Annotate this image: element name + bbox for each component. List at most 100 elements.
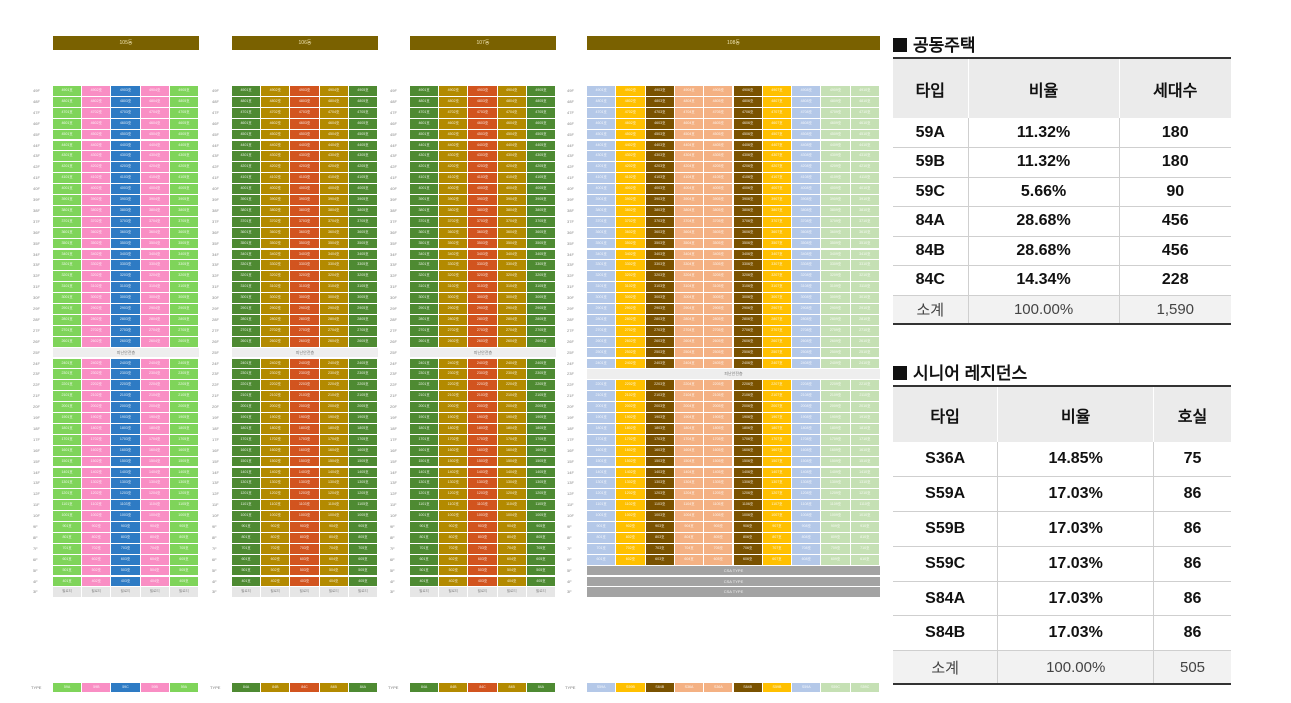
unit-cell: 4501호 bbox=[53, 129, 82, 140]
unit-cell: 2805호 bbox=[526, 314, 555, 325]
unit-cell: 4109호 bbox=[821, 173, 850, 184]
unit-cell: 502호 bbox=[439, 565, 468, 576]
unit-cell: 1405호 bbox=[704, 467, 733, 478]
unit-cell: 1705호 bbox=[526, 434, 555, 445]
unit-cell: 3110호 bbox=[850, 282, 879, 293]
unit-cell: 3907호 bbox=[762, 195, 792, 205]
unit-cell: 4004호 bbox=[497, 184, 526, 194]
unit-cell: 501호 bbox=[53, 565, 82, 576]
unit-cell: 2405호 bbox=[526, 358, 555, 369]
unit-cell: 1004호 bbox=[319, 511, 348, 521]
unit-cell: 2701호 bbox=[53, 325, 82, 336]
unit-cell: 4005호 bbox=[704, 184, 733, 194]
unit-cell: 1209호 bbox=[821, 489, 850, 500]
type-cell: 84A bbox=[348, 683, 377, 692]
unit-cell: 1902호 bbox=[439, 413, 468, 423]
unit-cell: 1401호 bbox=[232, 467, 261, 478]
unit-cell: 4103호 bbox=[111, 173, 140, 184]
unit-cell: 401호 bbox=[410, 576, 439, 587]
unit-cell: 4801호 bbox=[410, 96, 439, 107]
unit-cell: 1004호 bbox=[140, 511, 169, 521]
unit-cell: 4602호 bbox=[82, 118, 111, 129]
unit-cell: 3105호 bbox=[348, 282, 377, 293]
unit-cell: 1602호 bbox=[616, 445, 645, 456]
unit-cell: 1402호 bbox=[439, 467, 468, 478]
unit-cell: 701호 bbox=[232, 543, 261, 554]
unit-cell: 2703호 bbox=[645, 325, 674, 336]
unit-cell: 2705호 bbox=[526, 325, 555, 336]
unit-cell: 3204호 bbox=[674, 271, 704, 282]
unit-cell: 4003호 bbox=[645, 184, 674, 194]
unit-cell: 905호 bbox=[348, 522, 377, 532]
unit-cell: 4502호 bbox=[261, 129, 290, 140]
col-ratio: 비율 bbox=[968, 58, 1120, 118]
unit-cell: 4403호 bbox=[645, 140, 674, 151]
unit-cell: 2405호 bbox=[348, 358, 377, 369]
unit-cell: 3202호 bbox=[82, 271, 111, 282]
unit-cell: 4303호 bbox=[468, 151, 497, 162]
unit-cell: 3803호 bbox=[468, 205, 497, 216]
floor-label: 32F bbox=[212, 273, 219, 279]
unit-cell: 1104호 bbox=[674, 500, 704, 511]
unit-cell: 4904호 bbox=[319, 86, 348, 96]
unit-cell: 2506호 bbox=[733, 347, 762, 358]
unit-cell: 4601호 bbox=[410, 118, 439, 129]
unit-cell: 2302호 bbox=[439, 369, 468, 380]
unit-cell: 2201호 bbox=[232, 380, 261, 391]
unit-cell: 3505호 bbox=[348, 238, 377, 249]
unit-cell: 1705호 bbox=[348, 434, 377, 445]
unit-cell: 4302호 bbox=[439, 151, 468, 162]
unit-cell: 1909호 bbox=[821, 413, 850, 423]
unit-cell: 2002호 bbox=[261, 402, 290, 412]
unit-cell: 908호 bbox=[792, 522, 821, 532]
floor-label: 20F bbox=[567, 404, 574, 410]
unit-cell: 2802호 bbox=[616, 314, 645, 325]
unit-cell: 3708호 bbox=[792, 216, 821, 227]
unit-cell: 604호 bbox=[140, 554, 169, 565]
unit-cell: 3103호 bbox=[111, 282, 140, 293]
floor-label: 18F bbox=[567, 425, 574, 431]
floor-label: 17F bbox=[567, 436, 574, 442]
unit-cell: 2001호 bbox=[53, 402, 82, 412]
unit-cell: 1301호 bbox=[232, 478, 261, 489]
unit-cell: 1504호 bbox=[497, 456, 526, 467]
col-rooms: 호실 bbox=[1153, 386, 1231, 442]
unit-cell: 4305호 bbox=[704, 151, 733, 162]
unit-cell: 4202호 bbox=[82, 162, 111, 173]
unit-cell: 2401호 bbox=[53, 358, 82, 369]
unit-cell: 803호 bbox=[111, 532, 140, 543]
common-area-band: CSA TYPE bbox=[587, 576, 880, 587]
unit-cell: 4005호 bbox=[348, 184, 377, 194]
unit-cell: 4908호 bbox=[792, 86, 821, 96]
unit-cell: 3308호 bbox=[792, 260, 821, 271]
unit-cell: 1002호 bbox=[439, 511, 468, 521]
unit-cell: 3305호 bbox=[704, 260, 733, 271]
unit-cell: 1601호 bbox=[53, 445, 82, 456]
unit-cell: 4703호 bbox=[468, 107, 497, 118]
unit-cell: 3102호 bbox=[82, 282, 111, 293]
unit-cell: 2602호 bbox=[261, 336, 290, 347]
unit-cell: 2606호 bbox=[733, 336, 762, 347]
unit-cell: 902호 bbox=[439, 522, 468, 532]
unit-cell: 2203호 bbox=[290, 380, 319, 391]
unit-cell: 2204호 bbox=[674, 380, 704, 391]
unit-cell: 805호 bbox=[348, 532, 377, 543]
unit-cell: 4502호 bbox=[439, 129, 468, 140]
unit-cell: 2805호 bbox=[169, 314, 198, 325]
floor-label: 6F bbox=[212, 556, 217, 562]
unit-cell: 2603호 bbox=[290, 336, 319, 347]
unit-cell: 2102호 bbox=[261, 391, 290, 402]
type-row-label: TYPE bbox=[210, 685, 221, 690]
floor-label: 45F bbox=[212, 131, 219, 137]
floor-label: 3F bbox=[212, 589, 217, 595]
unit-cell: 4410호 bbox=[850, 140, 879, 151]
floor-label: 4F bbox=[567, 578, 572, 584]
unit-cell: 1006호 bbox=[733, 511, 762, 521]
unit-cell: 필로티 bbox=[439, 587, 468, 598]
floor-label: 24F bbox=[212, 360, 219, 366]
unit-cell: 1804호 bbox=[497, 423, 526, 434]
unit-cell: 1801호 bbox=[53, 423, 82, 434]
unit-cell: 1305호 bbox=[348, 478, 377, 489]
floor-label: 13F bbox=[390, 480, 397, 486]
unit-cell: 1707호 bbox=[762, 434, 792, 445]
